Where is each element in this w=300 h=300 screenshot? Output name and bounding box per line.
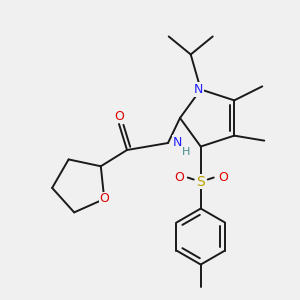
Text: N: N <box>194 83 203 96</box>
Text: N: N <box>173 136 182 148</box>
Text: O: O <box>99 193 109 206</box>
Text: O: O <box>218 171 228 184</box>
Text: O: O <box>114 110 124 122</box>
Text: O: O <box>174 171 184 184</box>
Text: S: S <box>196 175 205 188</box>
Text: H: H <box>182 147 190 157</box>
